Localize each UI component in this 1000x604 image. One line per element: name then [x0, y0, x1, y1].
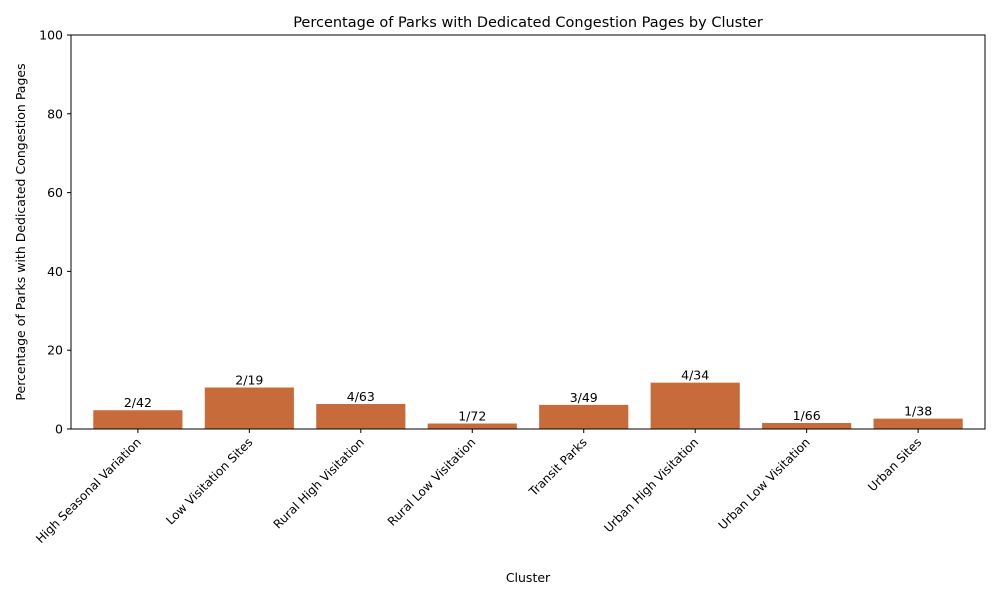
y-tick-label: 60: [47, 185, 63, 200]
y-tick-label: 40: [47, 264, 63, 279]
data-label: 1/66: [793, 408, 821, 423]
x-tick-label: Transit Parks: [526, 435, 590, 499]
x-axis-label: Cluster: [506, 570, 551, 585]
x-axis: High Seasonal Variation Low Visitation Si…: [33, 429, 924, 546]
y-tick-label: 0: [55, 422, 63, 437]
bar: [762, 423, 852, 429]
x-tick-label: Rural High Visitation: [271, 435, 367, 531]
bar: [539, 404, 629, 429]
data-label: 1/38: [904, 404, 932, 419]
bar: [316, 403, 406, 429]
y-tick-label: 100: [39, 28, 63, 43]
bar: [873, 418, 963, 429]
y-axis: 0 20 40 60 80 100: [39, 28, 71, 437]
plot-frame: [70, 34, 986, 430]
data-label: 2/19: [235, 373, 263, 388]
data-labels-layer: 2/42 2/19 4/63 1/72 3/49 4/34 1/66 1/38: [124, 368, 932, 424]
x-tick-label: Rural Low Visitation: [385, 435, 478, 528]
data-label: 4/63: [347, 389, 375, 404]
data-label: 2/42: [124, 395, 152, 410]
x-tick-label: Urban Sites: [865, 435, 924, 494]
bar: [204, 387, 294, 429]
y-tick-label: 20: [47, 343, 63, 358]
x-tick-label: Low Visitation Sites: [163, 435, 255, 527]
bar: [93, 410, 183, 429]
bars-layer: [93, 382, 963, 429]
bar: [650, 382, 740, 429]
x-tick-label: High Seasonal Variation: [33, 435, 144, 546]
data-label: 3/49: [570, 390, 598, 405]
y-tick-label: 80: [47, 106, 63, 121]
chart-title: Percentage of Parks with Dedicated Conge…: [293, 15, 763, 31]
x-tick-label: Urban Low Visitation: [716, 435, 813, 532]
y-axis-label: Percentage of Parks with Dedicated Conge…: [13, 63, 28, 400]
data-label: 4/34: [681, 368, 709, 383]
x-tick-label: Urban High Visitation: [601, 435, 701, 535]
data-label: 1/72: [458, 409, 486, 424]
bar: [427, 423, 517, 429]
